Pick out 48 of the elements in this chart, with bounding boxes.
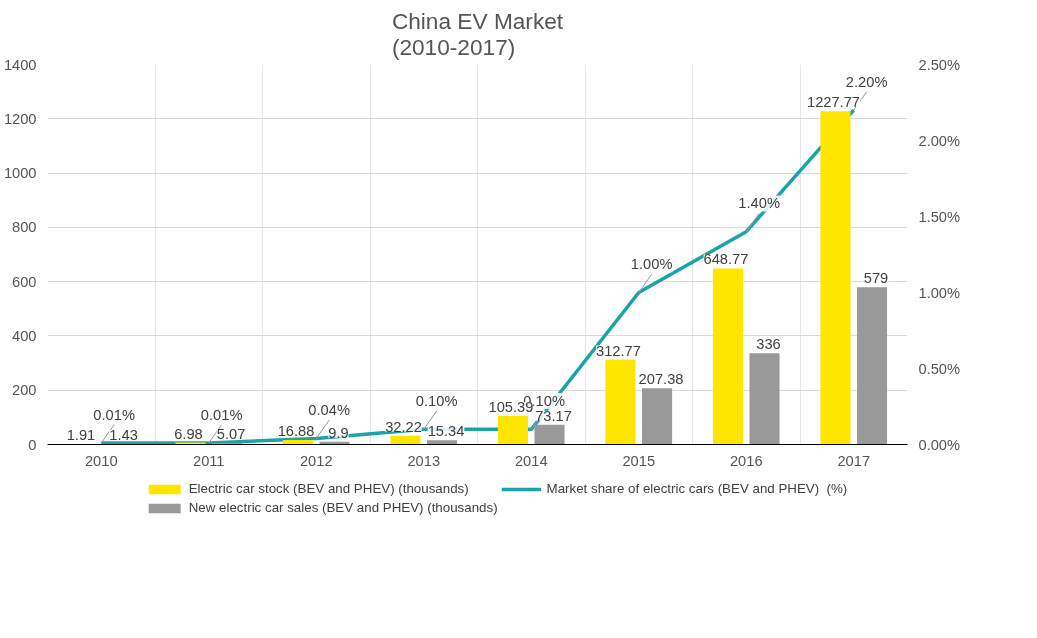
x-tick-label: 2010 xyxy=(84,452,118,469)
x-tick-label: 2011 xyxy=(192,452,225,469)
data-label: 15.34 xyxy=(427,423,465,440)
y-tick-label: 0 xyxy=(28,436,37,453)
data-label: 0.04% xyxy=(308,402,350,419)
x-tick-label: 2013 xyxy=(407,452,441,469)
x-tick-label: 2015 xyxy=(622,452,656,469)
data-label: 9.9 xyxy=(328,424,349,441)
data-label: 0.01% xyxy=(93,406,135,423)
x-tick-label: 2012 xyxy=(299,452,333,469)
y-tick-label: 600 xyxy=(12,273,37,290)
x-tick-label: 2017 xyxy=(837,452,871,469)
legend-label: Electric car stock (BEV and PHEV) (thousands) xyxy=(188,481,469,496)
y-tick-label: 1200 xyxy=(3,110,37,127)
data-label: 6.98 xyxy=(174,425,203,442)
data-label: 0.10% xyxy=(415,393,458,410)
data-label: 1227.77 xyxy=(806,94,860,111)
data-label: 579 xyxy=(863,270,889,287)
data-label: 336 xyxy=(756,336,781,353)
y-tick-label: 1400 xyxy=(3,56,37,73)
data-label: 16.88 xyxy=(277,422,315,439)
data-label: 1.40% xyxy=(738,195,780,212)
data-label: 1.91 xyxy=(66,426,96,443)
data-label: 1.43 xyxy=(109,427,138,444)
y-tick-label: 1000 xyxy=(3,165,37,182)
data-label: 312.77 xyxy=(596,342,641,359)
y-tick-label: 400 xyxy=(12,327,37,344)
legend-label: Market share of electric cars (BEV and PHEV) (%) xyxy=(546,481,848,496)
y2-tick-label: 2.50% xyxy=(918,56,961,73)
y2-tick-label: 2.00% xyxy=(918,132,961,149)
y2-tick-label: 1.00% xyxy=(918,284,961,301)
x-tick-label: 2016 xyxy=(729,452,763,469)
x-tick-label: 2014 xyxy=(514,452,548,469)
y2-tick-label: 0.50% xyxy=(918,360,961,377)
data-label: 73.17 xyxy=(535,407,572,424)
data-label: 1.00% xyxy=(630,256,673,273)
y-tick-label: 200 xyxy=(12,382,37,399)
data-label: 2.20% xyxy=(845,73,888,90)
data-label: 5.07 xyxy=(216,426,246,443)
y-tick-label: 800 xyxy=(12,219,37,236)
data-label: 648.77 xyxy=(703,251,749,268)
chart-title: China EV Market (2010-2017) xyxy=(391,7,564,60)
data-label: 207.38 xyxy=(638,371,684,388)
data-label: 0.01% xyxy=(200,406,243,423)
data-label: 32.22 xyxy=(385,418,422,435)
y2-tick-label: 1.50% xyxy=(918,208,961,225)
legend-label: New electric car sales (BEV and PHEV) (thousands) xyxy=(188,500,498,515)
y2-tick-label: 0.00% xyxy=(918,436,961,453)
